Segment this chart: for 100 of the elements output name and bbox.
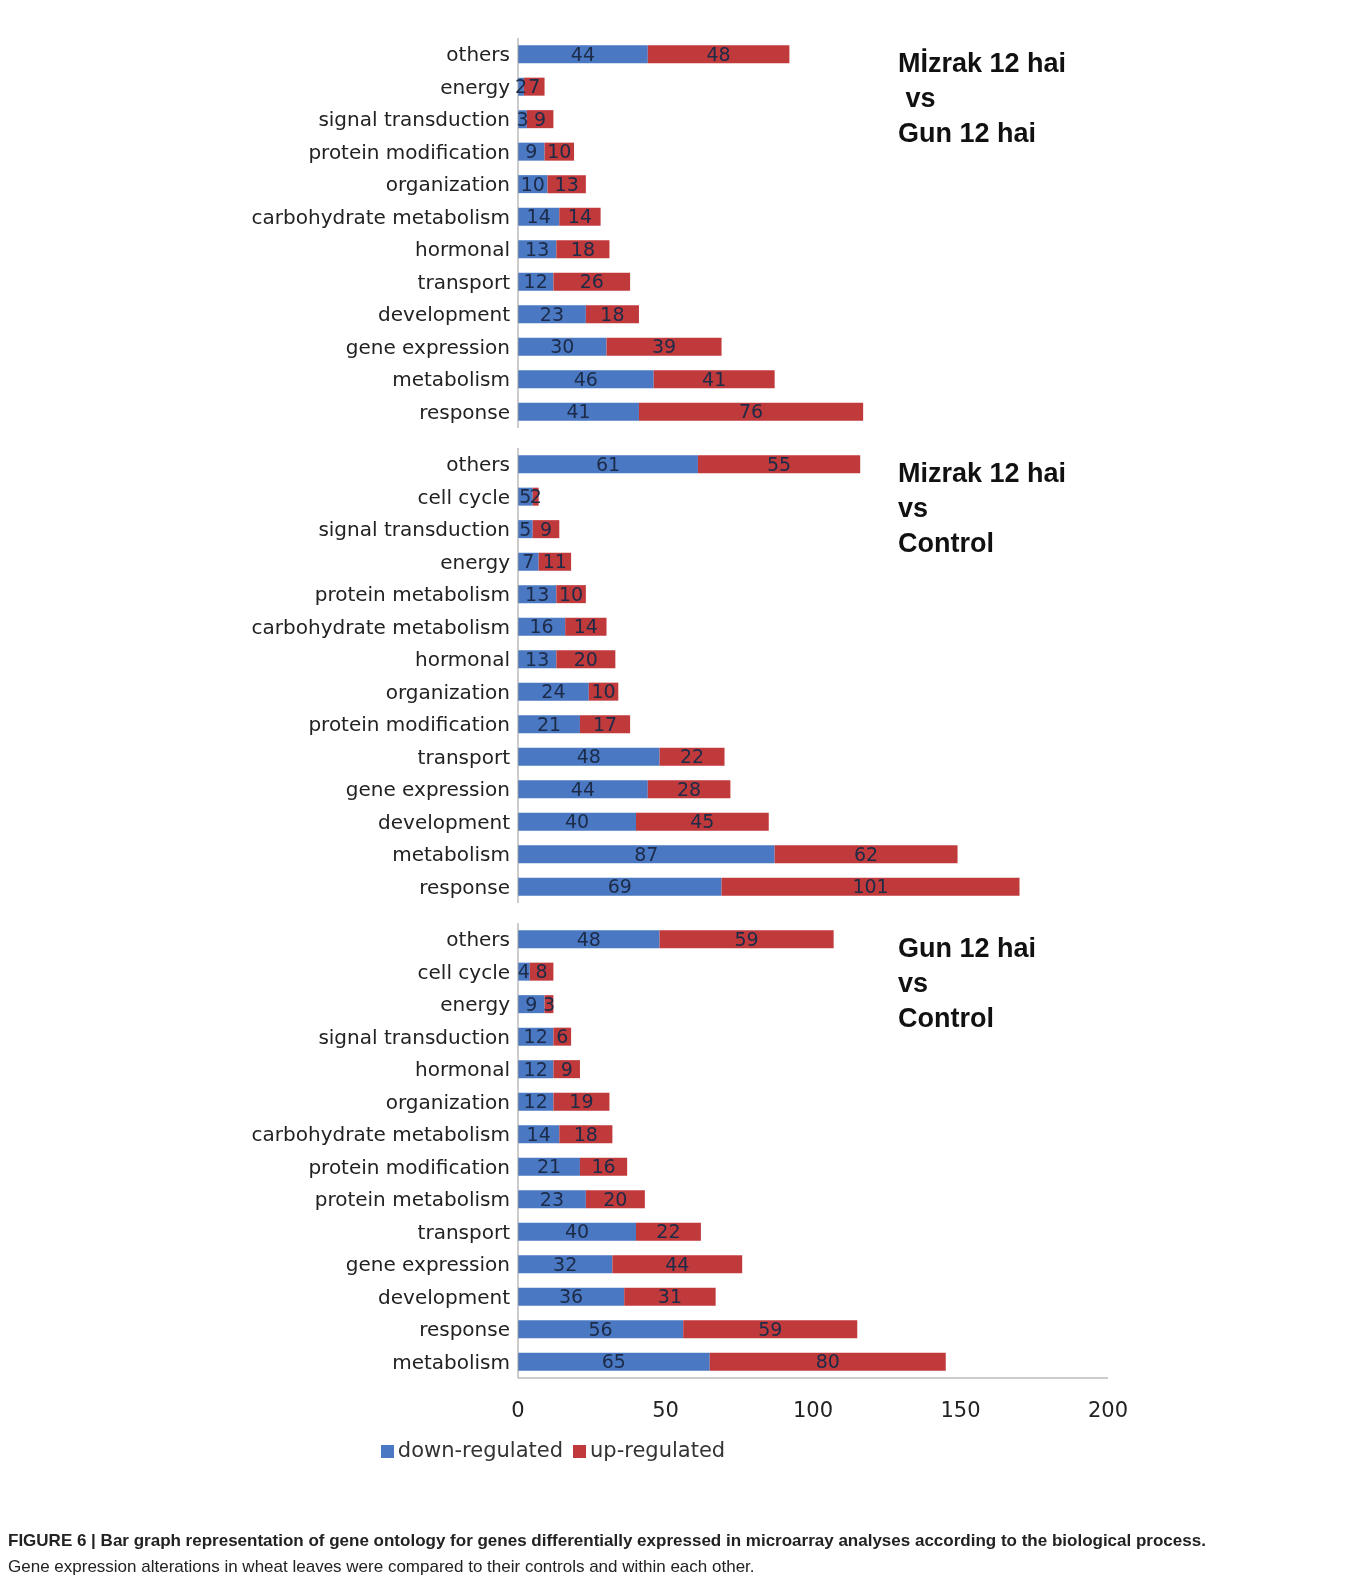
- data-label: 14: [573, 615, 598, 638]
- data-label: 41: [702, 367, 727, 390]
- bar: [624, 1287, 716, 1306]
- data-label: 10: [547, 140, 572, 163]
- y-tick-label: hormonal: [415, 1057, 510, 1082]
- bar: [518, 45, 648, 64]
- data-label: 12: [523, 1090, 548, 1113]
- annotation: Gun 12 hai vs Control: [898, 932, 1037, 1035]
- data-label: 14: [526, 1122, 551, 1145]
- y-tick-label: metabolism: [392, 842, 510, 867]
- y-tick-label: metabolism: [392, 367, 510, 392]
- y-tick-label: carbohydrate metabolism: [251, 614, 510, 639]
- data-label: 12: [523, 1057, 548, 1080]
- text: Gene expression alterations in wheat leaves were compared to their controls and within each other.: [8, 1556, 756, 1578]
- data-label: 22: [679, 745, 705, 768]
- data-label: 44: [665, 1252, 690, 1275]
- bar: [653, 370, 775, 389]
- data-label: 39: [651, 335, 677, 358]
- bar: [518, 930, 660, 949]
- y-tick-label: transport: [417, 1219, 511, 1244]
- y-tick-label: gene expression: [345, 1252, 510, 1277]
- x-tick-label: 0: [511, 1397, 525, 1422]
- bar: [774, 845, 958, 864]
- y-tick-label: energy: [440, 992, 511, 1017]
- y-tick-label: energy: [440, 549, 511, 574]
- data-label: 10: [591, 680, 616, 703]
- bar: [721, 877, 1020, 896]
- data-label: 20: [603, 1187, 628, 1210]
- y-tick-label: protein modification: [308, 1154, 510, 1179]
- data-label: 13: [554, 172, 579, 195]
- y-tick-label: response: [419, 399, 510, 424]
- data-label: 76: [738, 400, 764, 423]
- y-tick-label: development: [378, 302, 511, 327]
- bar: [518, 1320, 684, 1339]
- y-tick-label: cell cycle: [417, 484, 510, 509]
- bar: [518, 370, 654, 389]
- bar: [518, 1352, 710, 1371]
- data-label: 80: [815, 1350, 840, 1373]
- bar: [709, 1352, 946, 1371]
- annotation: Mizrak 12 hai vs Control: [898, 457, 1067, 560]
- data-label: 59: [734, 927, 759, 950]
- data-label: 8: [535, 960, 548, 983]
- data-label: 4: [517, 960, 530, 983]
- y-tick-label: organization: [385, 1089, 510, 1114]
- bar: [697, 455, 861, 474]
- data-label: 7: [528, 75, 541, 98]
- bar: [518, 812, 636, 831]
- data-label: 41: [566, 400, 591, 423]
- data-label: 22: [656, 1220, 681, 1243]
- data-label: 87: [634, 842, 659, 865]
- data-label: 46: [573, 367, 598, 390]
- data-label: 9: [525, 992, 538, 1015]
- data-label: 59: [758, 1317, 783, 1340]
- y-tick-label: response: [419, 1317, 510, 1342]
- y-tick-label: organization: [385, 679, 510, 704]
- y-tick-label: others: [446, 927, 510, 952]
- data-label: 69: [607, 875, 632, 898]
- data-label: 30: [550, 335, 575, 358]
- data-label: 9: [560, 1057, 573, 1080]
- y-tick-label: carbohydrate metabolism: [251, 1122, 510, 1147]
- y-tick-label: gene expression: [345, 777, 510, 802]
- data-label: 5: [519, 485, 532, 508]
- data-label: 56: [588, 1317, 613, 1340]
- data-label: 45: [690, 810, 715, 833]
- bar: [518, 877, 722, 896]
- data-label: 3: [516, 107, 529, 130]
- data-label: 23: [539, 302, 565, 325]
- data-label: 10: [559, 582, 584, 605]
- data-label: 61: [595, 452, 621, 475]
- y-tick-label: development: [378, 1284, 511, 1309]
- x-tick-label: 100: [792, 1397, 834, 1422]
- y-tick-label: protein modification: [308, 712, 510, 737]
- data-label: 20: [573, 647, 598, 670]
- data-label: 28: [677, 777, 702, 800]
- y-tick-label: protein metabolism: [314, 1187, 510, 1212]
- data-label: 12: [523, 270, 548, 293]
- annotation: Mİzrak 12 hai vs Gun 12 hai: [898, 47, 1067, 150]
- y-tick-label: transport: [417, 744, 511, 769]
- data-label: 6: [556, 1025, 569, 1048]
- data-label: 14: [567, 205, 593, 228]
- data-label: 40: [564, 810, 590, 833]
- data-label: 5: [519, 517, 532, 540]
- y-tick-label: others: [446, 452, 510, 477]
- caption: FIGURE 6 | Bar graph representation of gene ontology for genes differentially expressed in microarray analyses according to the biological process.: [8, 1530, 1207, 1552]
- bar: [636, 812, 769, 831]
- data-label: 9: [525, 140, 538, 163]
- data-label: 13: [525, 582, 550, 605]
- data-label: 19: [569, 1090, 594, 1113]
- y-tick-label: response: [419, 874, 510, 899]
- bar: [647, 45, 790, 64]
- bar: [518, 1222, 636, 1241]
- data-label: 48: [576, 927, 601, 950]
- legend-label: down-regulated: [397, 1438, 564, 1462]
- y-tick-label: hormonal: [415, 647, 510, 672]
- data-label: 36: [559, 1285, 584, 1308]
- data-label: 55: [766, 452, 792, 475]
- data-label: 13: [525, 237, 550, 260]
- data-label: 23: [539, 1187, 565, 1210]
- data-label: 9: [534, 107, 547, 130]
- y-tick-label: development: [378, 809, 511, 834]
